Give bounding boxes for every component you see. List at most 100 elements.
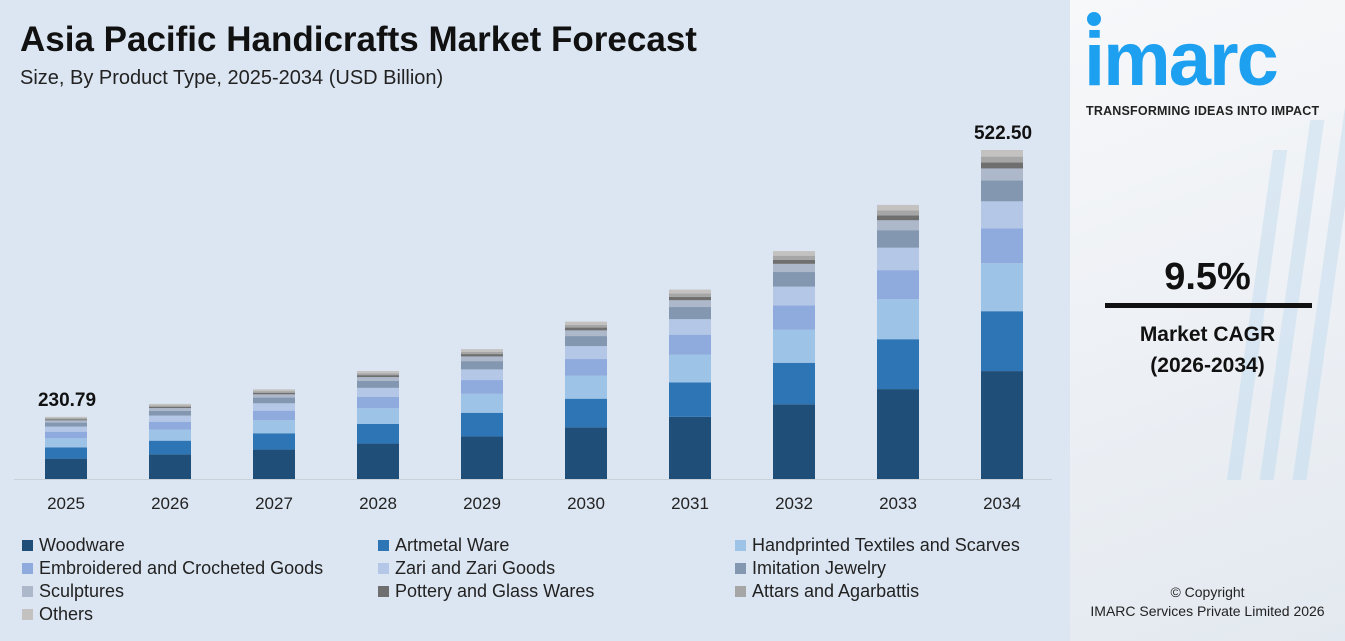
company-name: IMARC Services Private Limited 2026	[1090, 603, 1325, 619]
legend-label: Handprinted Textiles and Scarves	[752, 535, 1020, 555]
chart-subtitle: Size, By Product Type, 2025-2034 (USD Bi…	[20, 67, 444, 89]
logo-tagline: TRANSFORMING IDEAS INTO IMPACT	[1086, 104, 1320, 118]
x-tick-label: 2033	[879, 494, 917, 513]
bar-segment	[357, 377, 399, 381]
legend-label: Sculptures	[39, 581, 125, 601]
bar-segment	[357, 408, 399, 424]
chart-panel: Asia Pacific Handicrafts Market Forecast…	[14, 20, 1052, 625]
logo-dot	[1087, 12, 1101, 26]
chart-title: Asia Pacific Handicrafts Market Forecast	[20, 20, 697, 59]
bar-segment	[565, 330, 607, 337]
bar-segment	[981, 228, 1023, 264]
bar-segment	[461, 351, 503, 355]
bar-segment	[773, 263, 815, 273]
bar-segment	[565, 427, 607, 479]
legend-item: Zari and Zari Goods	[378, 558, 555, 579]
cagr-divider	[1105, 303, 1312, 308]
legend-swatch	[22, 586, 33, 597]
bar-segment	[461, 354, 503, 357]
bar-segment	[45, 418, 87, 420]
bar-segment	[773, 259, 815, 264]
bar-segment	[253, 392, 295, 395]
bar-segment	[253, 397, 295, 404]
imarc-logo: imarc	[1084, 17, 1279, 102]
bar-segment	[149, 454, 191, 479]
bar-segment	[357, 380, 399, 388]
legend-swatch	[735, 563, 746, 574]
bar-segment	[461, 356, 503, 362]
bar-segment	[877, 230, 919, 248]
cagr-value: 9.5%	[1164, 256, 1251, 298]
info-panel: imarc TRANSFORMING IDEAS INTO IMPACT 9.5…	[1070, 0, 1345, 641]
bar-segment	[45, 426, 87, 432]
legend-label: Woodware	[39, 535, 125, 555]
bar-segment	[45, 438, 87, 448]
bar-segment	[877, 299, 919, 340]
bar-segment	[773, 272, 815, 287]
x-tick-label: 2029	[463, 494, 501, 513]
bar-segment	[773, 362, 815, 405]
bar-segment	[149, 410, 191, 416]
bar-segment	[461, 380, 503, 394]
x-tick-label: 2027	[255, 494, 293, 513]
bar-segment	[981, 162, 1023, 169]
legend-item: Artmetal Ware	[378, 535, 509, 556]
bar-segment	[773, 251, 815, 256]
bar-segment	[773, 404, 815, 479]
bar-segment	[253, 394, 295, 398]
bar-segment	[45, 431, 87, 439]
x-tick-label: 2031	[671, 494, 709, 513]
bar-segment	[253, 410, 295, 421]
bar-segment	[357, 443, 399, 479]
bar-segment	[565, 321, 607, 325]
legend-item: Sculptures	[22, 581, 124, 602]
legend-swatch	[22, 563, 33, 574]
legend-item: Attars and Agarbattis	[735, 581, 919, 602]
data-label: 230.79	[38, 390, 96, 411]
bar-segment	[669, 382, 711, 417]
legend-item: Embroidered and Crocheted Goods	[22, 558, 323, 579]
stacked-bar-chart: 2025 230.79 2026 2027 2028 2029 2030 2031 2032 20…	[14, 123, 1052, 513]
bar-segment	[773, 255, 815, 260]
bar-segment	[877, 339, 919, 390]
bar-segment	[877, 389, 919, 479]
legend-item: Pottery and Glass Wares	[378, 581, 594, 602]
bar-segment	[669, 334, 711, 355]
x-tick-label: 2028	[359, 494, 397, 513]
legend-item: Others	[22, 604, 93, 625]
x-tick-label: 2025	[47, 494, 85, 513]
cagr-label: Market CAGR	[1139, 323, 1276, 346]
legend-swatch	[735, 540, 746, 551]
bar-segment	[565, 375, 607, 399]
bar-segment	[461, 436, 503, 479]
bar-segment	[981, 150, 1023, 157]
bar-segment	[981, 180, 1023, 202]
legend-label: Pottery and Glass Wares	[395, 581, 595, 601]
bar-segment	[253, 449, 295, 479]
legend-label: Embroidered and Crocheted Goods	[39, 558, 324, 578]
bar-segment	[981, 168, 1023, 181]
bar-segment	[357, 375, 399, 378]
bar-segment	[149, 403, 191, 406]
bar-segment	[877, 270, 919, 300]
legend-label: Attars and Agarbattis	[752, 581, 920, 601]
bar-segment	[981, 263, 1023, 312]
bar-segment	[877, 204, 919, 211]
bar-segment	[669, 354, 711, 383]
bar-segment	[253, 389, 295, 392]
bar-segment	[565, 336, 607, 347]
bar-segment	[877, 220, 919, 231]
legend-swatch	[735, 586, 746, 597]
bar-segment	[45, 416, 87, 419]
bar-segment	[357, 387, 399, 397]
bar-segment	[565, 359, 607, 376]
bar-segment	[877, 215, 919, 221]
legend-label: Zari and Zari Goods	[395, 558, 556, 578]
bar-segment	[253, 391, 295, 393]
bar-segment	[461, 369, 503, 381]
bar-segment	[565, 346, 607, 360]
bar-segment	[253, 433, 295, 450]
bar-segment	[253, 420, 295, 434]
bar-segment	[669, 293, 711, 297]
bar-segment	[357, 371, 399, 374]
